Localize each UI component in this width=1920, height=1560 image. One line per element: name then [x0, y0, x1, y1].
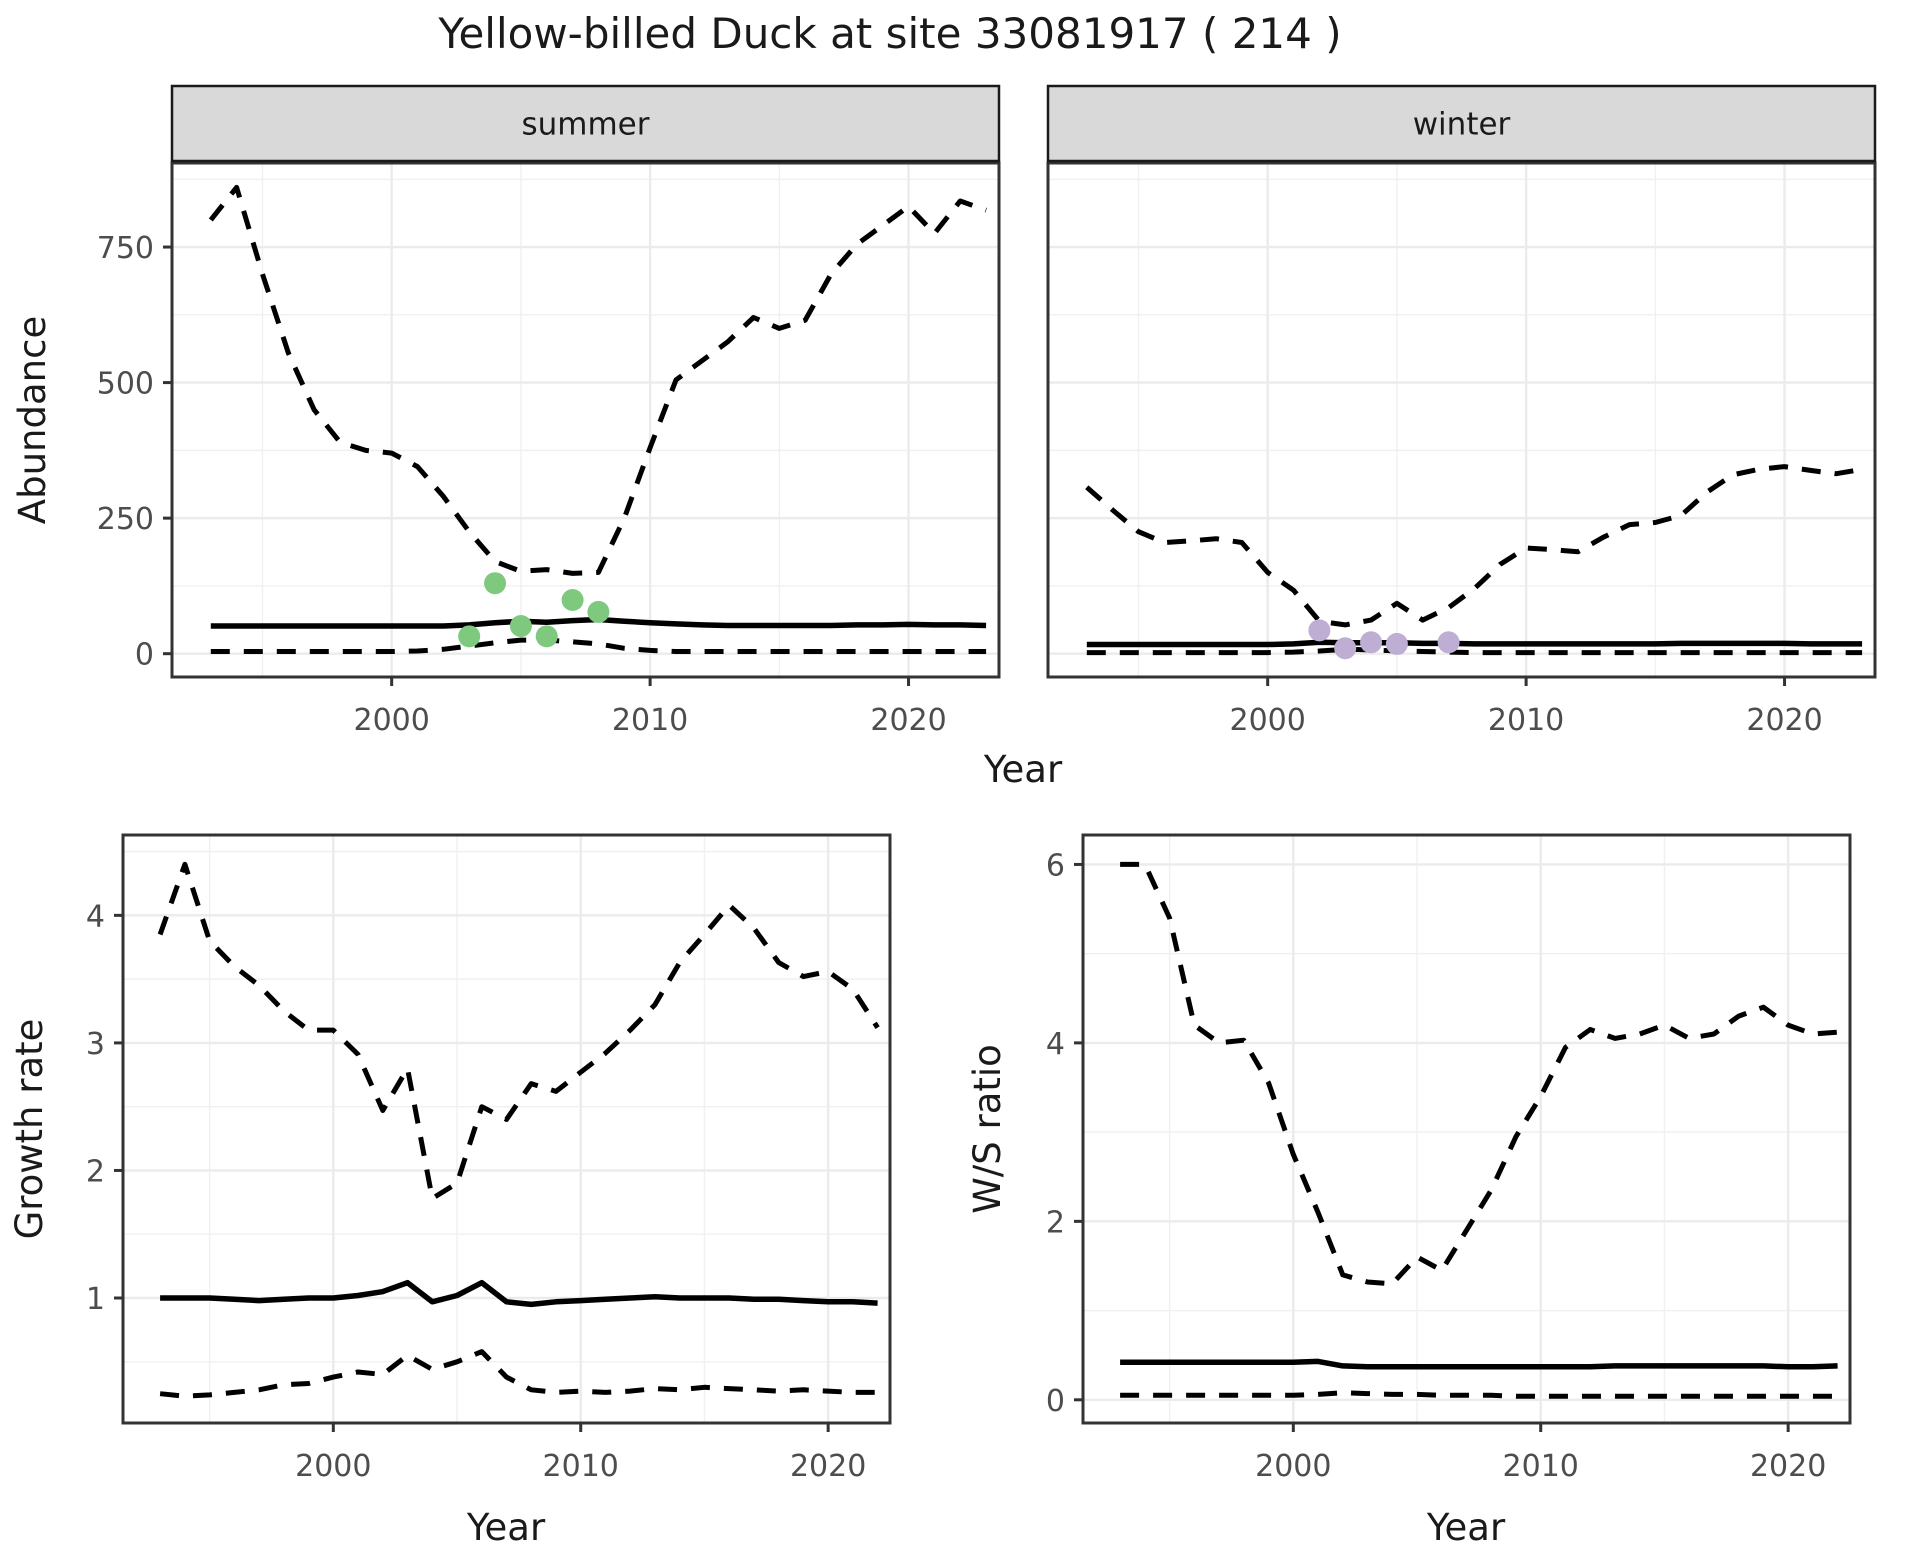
growth-rate-axis-title: Growth rate	[8, 1019, 51, 1240]
x-tick-label: 2020	[790, 1449, 866, 1484]
panel-background-growth_rate	[123, 835, 890, 1423]
x-tick-label: 2010	[543, 1449, 619, 1484]
y-tick-label: 750	[97, 231, 154, 266]
y-tick-label: 0	[135, 638, 154, 673]
y-tick-label: 2	[86, 1154, 105, 1189]
year-axis-title-bottom-right: Year	[1426, 1506, 1506, 1549]
series-upper-95-ci-abundance_summer	[208, 184, 987, 576]
data-point-abundance_summer	[509, 615, 532, 638]
series-median-abundance_winter	[1086, 639, 1863, 648]
y-tick-label: 0	[1046, 1384, 1065, 1419]
ws-ratio-axis-title: W/S ratio	[966, 1044, 1009, 1214]
panel-border-growth_rate	[121, 833, 892, 1425]
y-tick-label: 500	[97, 367, 154, 402]
facet-strip-winter	[1046, 84, 1877, 163]
x-tick-label: 2020	[1750, 1449, 1826, 1484]
abundance-axis-title: Abundance	[11, 316, 54, 524]
x-tick-label: 2000	[1229, 703, 1305, 738]
series-upper-95-ci-abundance_winter	[1085, 464, 1863, 628]
series-upper-95-ci-growth_rate	[157, 861, 880, 1201]
data-point-abundance_summer	[484, 572, 507, 595]
facet-strip-summer	[170, 84, 1001, 163]
x-tick-label: 2000	[1255, 1449, 1331, 1484]
series-median-ws_ratio	[1120, 1358, 1838, 1370]
data-point-abundance_winter	[1308, 619, 1331, 642]
x-tick-label: 2010	[612, 703, 688, 738]
series-lower-95-ci-ws_ratio	[1120, 1390, 1838, 1399]
panel-border-abundance_summer	[170, 161, 1001, 679]
data-point-abundance_winter	[1437, 631, 1460, 654]
y-tick-label: 6	[1046, 848, 1065, 883]
y-tick-label: 3	[86, 1027, 105, 1062]
figure-title: Yellow-billed Duck at site 33081917 ( 21…	[437, 9, 1341, 58]
data-point-abundance_winter	[1385, 632, 1408, 655]
data-point-abundance_summer	[458, 625, 481, 648]
y-tick-label: 4	[86, 899, 105, 934]
year-axis-title-bottom-left: Year	[466, 1506, 546, 1549]
data-point-abundance_winter	[1334, 637, 1357, 660]
year-axis-title-top: Year	[983, 748, 1063, 791]
facet-label-summer: summer	[521, 107, 649, 143]
y-tick-label: 4	[1046, 1027, 1065, 1062]
data-point-abundance_summer	[535, 625, 558, 648]
data-point-abundance_summer	[587, 600, 610, 623]
series-median-growth_rate	[160, 1279, 878, 1308]
data-point-abundance_summer	[561, 589, 584, 612]
y-tick-label: 1	[86, 1282, 105, 1317]
panel-background-abundance_summer	[172, 163, 999, 677]
panel-background-ws_ratio	[1083, 835, 1850, 1423]
x-tick-label: 2020	[1746, 703, 1822, 738]
panel-background-abundance_winter	[1048, 163, 1875, 677]
series-upper-95-ci-ws_ratio	[1120, 861, 1838, 1287]
x-tick-label: 2010	[1488, 703, 1564, 738]
y-tick-label: 250	[97, 502, 154, 537]
facet-label-winter: winter	[1413, 107, 1511, 143]
panel-border-abundance_winter	[1046, 161, 1877, 679]
y-tick-label: 2	[1046, 1205, 1065, 1240]
x-tick-label: 2000	[295, 1449, 371, 1484]
series-lower-95-ci-growth_rate	[159, 1349, 878, 1399]
x-tick-label: 2000	[353, 703, 429, 738]
panel-border-ws_ratio	[1081, 833, 1852, 1425]
x-tick-label: 2020	[870, 703, 946, 738]
data-point-abundance_winter	[1360, 631, 1383, 654]
x-tick-label: 2010	[1503, 1449, 1579, 1484]
